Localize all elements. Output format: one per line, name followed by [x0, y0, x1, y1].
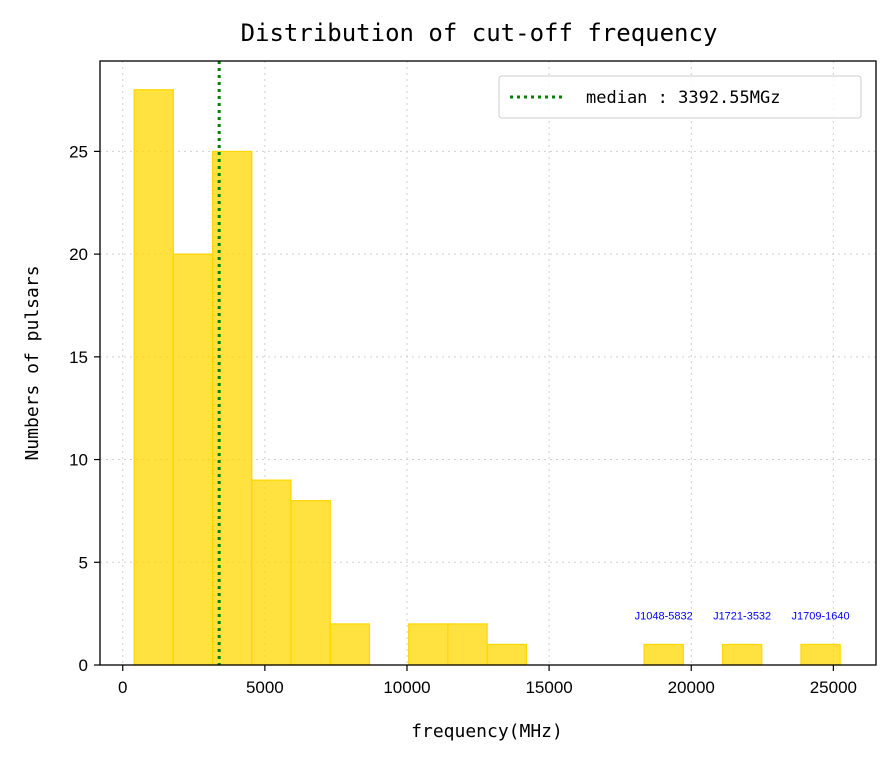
x-tick-label: 0 [118, 678, 127, 697]
pulsar-annotation: J1709-1640 [792, 610, 850, 622]
y-tick-label: 0 [79, 656, 88, 675]
pulsar-annotation: J1721-3532 [713, 610, 771, 622]
pulsar-annotation: J1048-5832 [635, 610, 693, 622]
x-tick-label: 15000 [525, 678, 572, 697]
grid-lines [100, 61, 876, 666]
annotations: J1048-5832 J1721-3532 J1709-1640 [635, 610, 850, 622]
histogram-bar [133, 89, 174, 666]
histogram-bar [643, 643, 684, 666]
y-axis-label: Numbers of pulsars [22, 265, 43, 460]
histogram-bars [133, 89, 841, 666]
y-axis-ticks: 0 5 10 15 20 25 [69, 142, 100, 675]
histogram-bar [800, 643, 841, 666]
histogram-bar [290, 500, 331, 666]
histogram-bar [172, 253, 214, 666]
histogram-bar [408, 623, 449, 666]
plot-frame [99, 60, 877, 666]
histogram-bar [486, 643, 527, 666]
histogram-bar [251, 479, 292, 666]
x-tick-label: 10000 [383, 678, 430, 697]
chart-title: Distribution of cut-off frequency [241, 19, 718, 47]
legend-median-label: median : 3392.55MGz [586, 88, 780, 108]
legend-box [498, 75, 862, 119]
x-tick-label: 5000 [246, 678, 284, 697]
x-tick-label: 20000 [668, 678, 715, 697]
y-tick-label: 15 [69, 348, 88, 367]
y-tick-label: 10 [69, 451, 88, 470]
y-tick-label: 5 [79, 553, 88, 572]
y-tick-label: 20 [69, 245, 88, 264]
histogram-bar [329, 623, 371, 666]
x-tick-label: 25000 [810, 678, 857, 697]
x-axis-label: frequency(MHz) [411, 721, 563, 742]
y-tick-label: 25 [69, 142, 88, 161]
histogram-bar [721, 643, 763, 666]
legend: median : 3392.55MGz [498, 75, 862, 119]
x-axis-ticks: 0 5000 10000 15000 20000 25000 [118, 665, 857, 697]
histogram-bar [447, 623, 488, 666]
